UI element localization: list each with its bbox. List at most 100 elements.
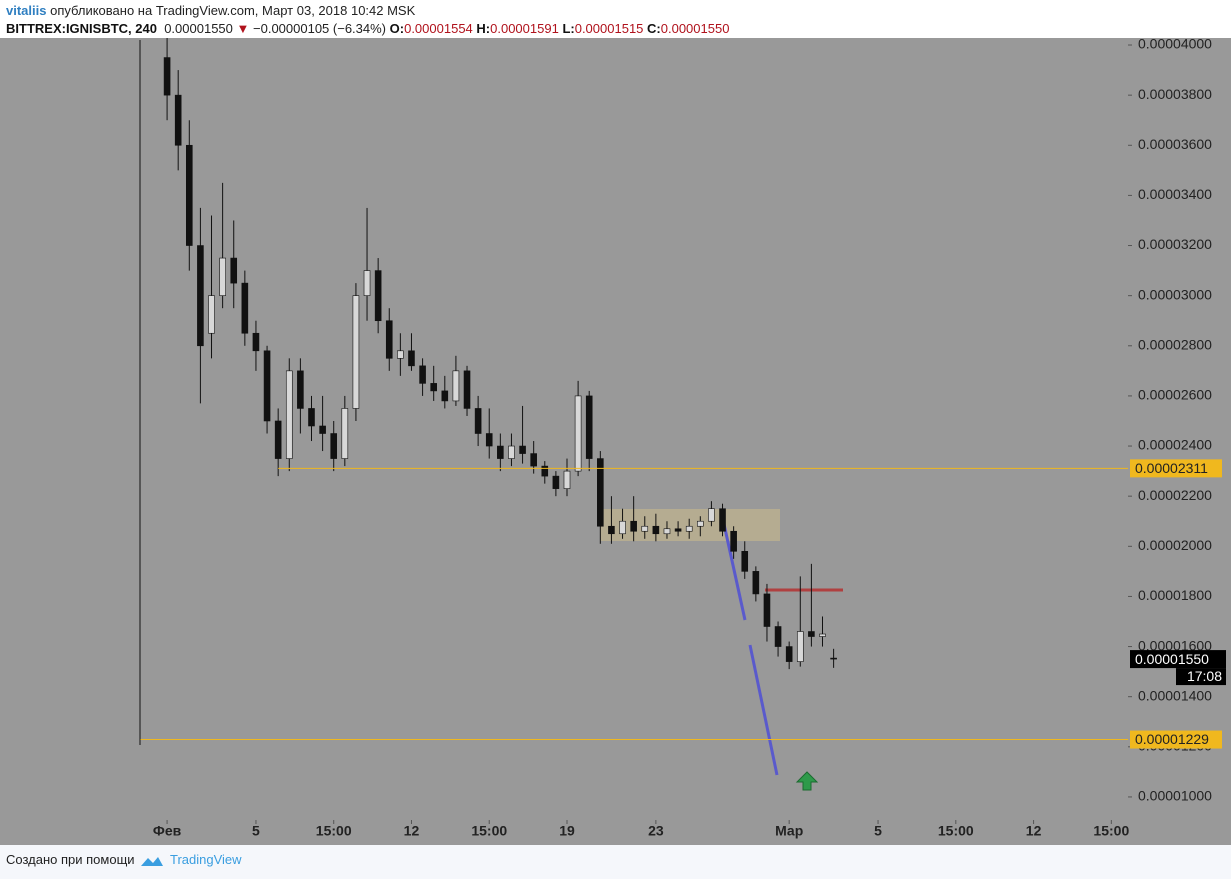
y-tick-label: 0.00001400 <box>1138 687 1212 703</box>
published: опубликовано на TradingView.com, Март 03… <box>50 3 416 18</box>
zone <box>600 509 780 541</box>
x-tick-label: 15:00 <box>938 823 974 839</box>
candle-body <box>763 593 771 627</box>
y-tick-label: 0.00002400 <box>1138 437 1212 453</box>
y-tick-label: 0.00001000 <box>1138 788 1212 804</box>
candle-body <box>552 475 560 489</box>
last-price-label: 0.00001550 <box>1135 651 1209 667</box>
y-tick-label: 0.00003800 <box>1138 86 1212 102</box>
price-label: 0.00001229 <box>1135 731 1209 747</box>
candle-body <box>785 646 793 662</box>
candle-body <box>508 445 515 459</box>
candle-body <box>363 270 371 296</box>
candle-body <box>241 282 249 334</box>
y-tick-label: 0.00003200 <box>1138 236 1212 252</box>
candle-body <box>796 631 804 662</box>
candle-body <box>708 508 715 522</box>
y-tick-label: 0.00001600 <box>1138 637 1212 653</box>
x-tick-label: 12 <box>404 823 420 839</box>
y-tick-label: 0.00002200 <box>1138 487 1212 503</box>
candle-body <box>530 453 537 467</box>
footer-text: Создано при помощи <box>6 852 135 867</box>
candle-body <box>774 626 782 647</box>
y-tick-label: 0.00003000 <box>1138 286 1212 302</box>
time-label: 17:08 <box>1187 668 1222 684</box>
last-price-box <box>1130 650 1226 669</box>
candle-body <box>808 631 815 637</box>
candle-body <box>497 445 504 459</box>
y-tick-label: 0.00003600 <box>1138 136 1212 152</box>
candle-body <box>574 395 582 472</box>
candle-body <box>408 350 415 367</box>
price-label-box <box>1130 459 1222 478</box>
candle-body <box>741 551 749 572</box>
candle-body <box>430 383 437 392</box>
candle-body <box>374 270 382 322</box>
candle-body <box>608 525 615 535</box>
logo <box>141 857 163 866</box>
candle-body <box>663 528 671 535</box>
price-label-box <box>1130 730 1222 749</box>
last: 0.00001550 <box>164 21 233 36</box>
x-tick-label: Фев <box>153 823 182 839</box>
candle-body <box>752 571 760 595</box>
footer: Создано при помощи TradingView <box>0 845 1231 879</box>
candle-body <box>585 395 593 459</box>
x-tick-label: 15:00 <box>316 823 352 839</box>
candle-body <box>719 508 726 532</box>
x-tick-label: 5 <box>252 823 260 839</box>
candle-body <box>230 257 238 284</box>
candle-body <box>397 350 404 359</box>
candle-body <box>441 390 449 402</box>
value: 0.00001591 <box>490 21 559 36</box>
candle-body <box>197 245 204 347</box>
change: −0.00000105 (−6.34%) <box>253 21 387 36</box>
candle-body <box>419 365 426 384</box>
candle-body <box>274 420 282 459</box>
footer-brand[interactable]: TradingView <box>170 852 242 867</box>
candle-body <box>297 370 304 409</box>
candle-body <box>485 433 493 447</box>
candle-body <box>474 408 482 434</box>
key: H: <box>476 21 491 36</box>
candle-body <box>563 470 571 489</box>
candle-body <box>208 295 215 334</box>
x-tick-label: 15:00 <box>1093 823 1129 839</box>
y-tick-label: 0.00001800 <box>1138 587 1212 603</box>
candle-body <box>285 370 293 459</box>
x-tick-label: 12 <box>1026 823 1042 839</box>
x-tick-label: 19 <box>559 823 575 839</box>
x-tick-label: 5 <box>874 823 882 839</box>
candle-body <box>319 425 326 434</box>
key: C: <box>647 21 661 36</box>
candle-body <box>452 370 460 402</box>
candle-body <box>730 530 737 552</box>
candle-body <box>163 57 171 96</box>
candle-body <box>630 520 637 532</box>
candle-body <box>219 257 226 296</box>
x-tick-label: 23 <box>648 823 664 839</box>
x-tick-label: 15:00 <box>471 823 507 839</box>
author[interactable]: vitaliis <box>6 3 47 18</box>
trend-line <box>748 644 779 776</box>
candle-body <box>341 408 349 459</box>
candle-body <box>330 433 338 459</box>
candle-body <box>674 528 682 532</box>
candle-body <box>619 520 626 535</box>
candle-body <box>263 350 271 422</box>
value: 0.00001550 <box>660 21 730 36</box>
candle-body <box>352 295 360 409</box>
candle-body <box>308 408 315 427</box>
candle-body <box>819 633 826 637</box>
candle-body <box>697 520 704 527</box>
chart: 0.000010000.000012000.000014000.00001600… <box>139 36 1226 839</box>
candle-body <box>541 465 549 477</box>
candle-body <box>252 332 260 352</box>
y-tick-label: 0.00002600 <box>1138 387 1212 403</box>
candle-body <box>174 94 182 146</box>
arrow: ▼ <box>236 21 250 36</box>
candle-body <box>519 445 526 454</box>
candle-body <box>652 525 660 535</box>
key: L: <box>562 21 575 36</box>
